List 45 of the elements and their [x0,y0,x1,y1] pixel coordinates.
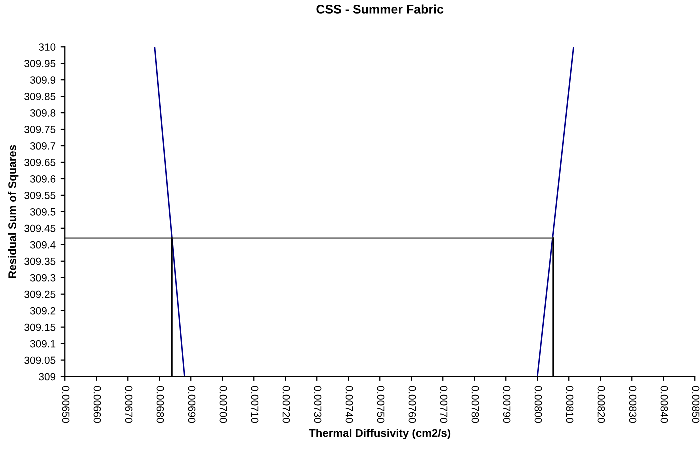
x-tick-label: 0.00730 [314,386,322,424]
x-tick-label: 0.00840 [660,386,668,424]
y-tick-label: 309.95 [24,60,56,68]
x-tick-label: 0.00810 [566,386,574,424]
y-tick-label: 309.8 [30,110,56,117]
x-tick-label: 0.00690 [188,386,196,424]
y-tick-label: 309.45 [24,224,56,232]
y-tick-label: 309.25 [24,290,56,298]
y-tick-label: 309.1 [30,340,56,348]
y-tick-label: 309.15 [24,324,56,332]
x-tick-label: 0.00740 [346,386,354,424]
x-tick-label: 0.00660 [94,386,102,424]
x-tick-label: 0.00850 [692,386,700,424]
y-tick-label: 309.7 [30,142,56,150]
y-tick-label: 309.2 [30,307,56,315]
x-tick-label: 0.00720 [282,386,290,424]
y-tick-label: 309.35 [24,258,56,266]
x-tick-label: 0.00670 [125,386,133,424]
y-tick-label: 309 [39,373,56,381]
x-tick-label: 0.00800 [534,386,542,424]
y-axis-title: Residual Sum of Squares [8,145,19,278]
x-tick-label: 0.00780 [472,386,480,424]
y-tick-label: 309.85 [24,93,56,100]
chart-title: CSS - Summer Fabric [316,4,444,14]
x-tick-label: 0.00650 [62,386,70,424]
y-tick-label: 309.05 [24,356,56,364]
x-tick-label: 0.00760 [408,386,416,424]
x-tick-label: 0.00750 [377,386,385,424]
y-tick-label: 309.6 [30,175,56,183]
x-axis-title: Thermal Diffusivity (cm2/s) [309,429,451,440]
x-tick-label: 0.00680 [156,386,164,424]
x-tick-label: 0.00770 [440,386,448,424]
y-tick-label: 309.55 [24,192,56,200]
y-tick-label: 309.65 [24,158,56,166]
x-tick-label: 0.00790 [503,386,511,424]
x-tick-label: 0.00830 [629,386,637,424]
y-tick-label: 309.3 [30,274,56,282]
x-tick-label: 0.00820 [598,386,606,424]
y-tick-label: 309.4 [30,241,56,249]
y-tick-label: 310 [39,44,56,51]
y-tick-label: 309.75 [24,126,56,134]
x-tick-label: 0.00710 [251,386,259,424]
y-tick-label: 309.5 [30,208,56,216]
y-tick-label: 309.9 [30,76,56,84]
x-tick-label: 0.00700 [220,386,228,424]
